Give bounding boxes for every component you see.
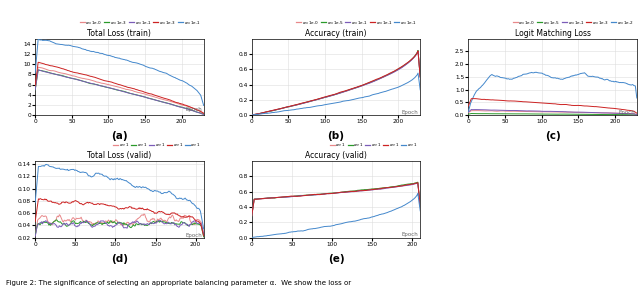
X-axis label: (b): (b) bbox=[328, 131, 344, 141]
Text: Epoch: Epoch bbox=[618, 110, 635, 115]
Title: Logit Matching Loss: Logit Matching Loss bbox=[515, 29, 591, 38]
X-axis label: (e): (e) bbox=[328, 254, 344, 264]
X-axis label: (c): (c) bbox=[545, 131, 561, 141]
Text: Epoch: Epoch bbox=[185, 107, 202, 112]
Title: Total Loss (valid): Total Loss (valid) bbox=[87, 151, 152, 160]
Legend: $\alpha$=1e-0, $\alpha$=1e-5, $\alpha$=1e-1, $\alpha$=1e-3, $\alpha$=1e-2: $\alpha$=1e-0, $\alpha$=1e-5, $\alpha$=1… bbox=[512, 18, 635, 26]
Title: Accuracy (valid): Accuracy (valid) bbox=[305, 151, 367, 160]
Legend: $\alpha$=1e-0, $\alpha$=1e-5, $\alpha$=1e-1, $\alpha$=1e-1, $\alpha$=1e-1: $\alpha$=1e-0, $\alpha$=1e-5, $\alpha$=1… bbox=[295, 18, 418, 26]
Title: Total Loss (train): Total Loss (train) bbox=[88, 29, 152, 38]
Legend: $\alpha$>1, $\alpha$>1, $\alpha$>1, $\alpha$>1, $\alpha$>1: $\alpha$>1, $\alpha$>1, $\alpha$>1, $\al… bbox=[329, 140, 418, 149]
X-axis label: (d): (d) bbox=[111, 254, 128, 264]
Text: Epoch: Epoch bbox=[402, 232, 419, 237]
X-axis label: (a): (a) bbox=[111, 131, 128, 141]
Legend: $\alpha$>1, $\alpha$>1, $\alpha$>1, $\alpha$>1, $\alpha$>1: $\alpha$>1, $\alpha$>1, $\alpha$>1, $\al… bbox=[112, 140, 202, 149]
Text: Figure 2: The significance of selecting an appropriate balancing parameter α.  W: Figure 2: The significance of selecting … bbox=[6, 280, 351, 286]
Text: Epoch: Epoch bbox=[402, 110, 419, 115]
Legend: $\alpha$=1e-0, $\alpha$=1e-3, $\alpha$=1e-1, $\alpha$=1e-3, $\alpha$=1e-1: $\alpha$=1e-0, $\alpha$=1e-3, $\alpha$=1… bbox=[79, 18, 202, 26]
Title: Accuracy (train): Accuracy (train) bbox=[305, 29, 367, 38]
Text: Epoch: Epoch bbox=[185, 233, 202, 238]
